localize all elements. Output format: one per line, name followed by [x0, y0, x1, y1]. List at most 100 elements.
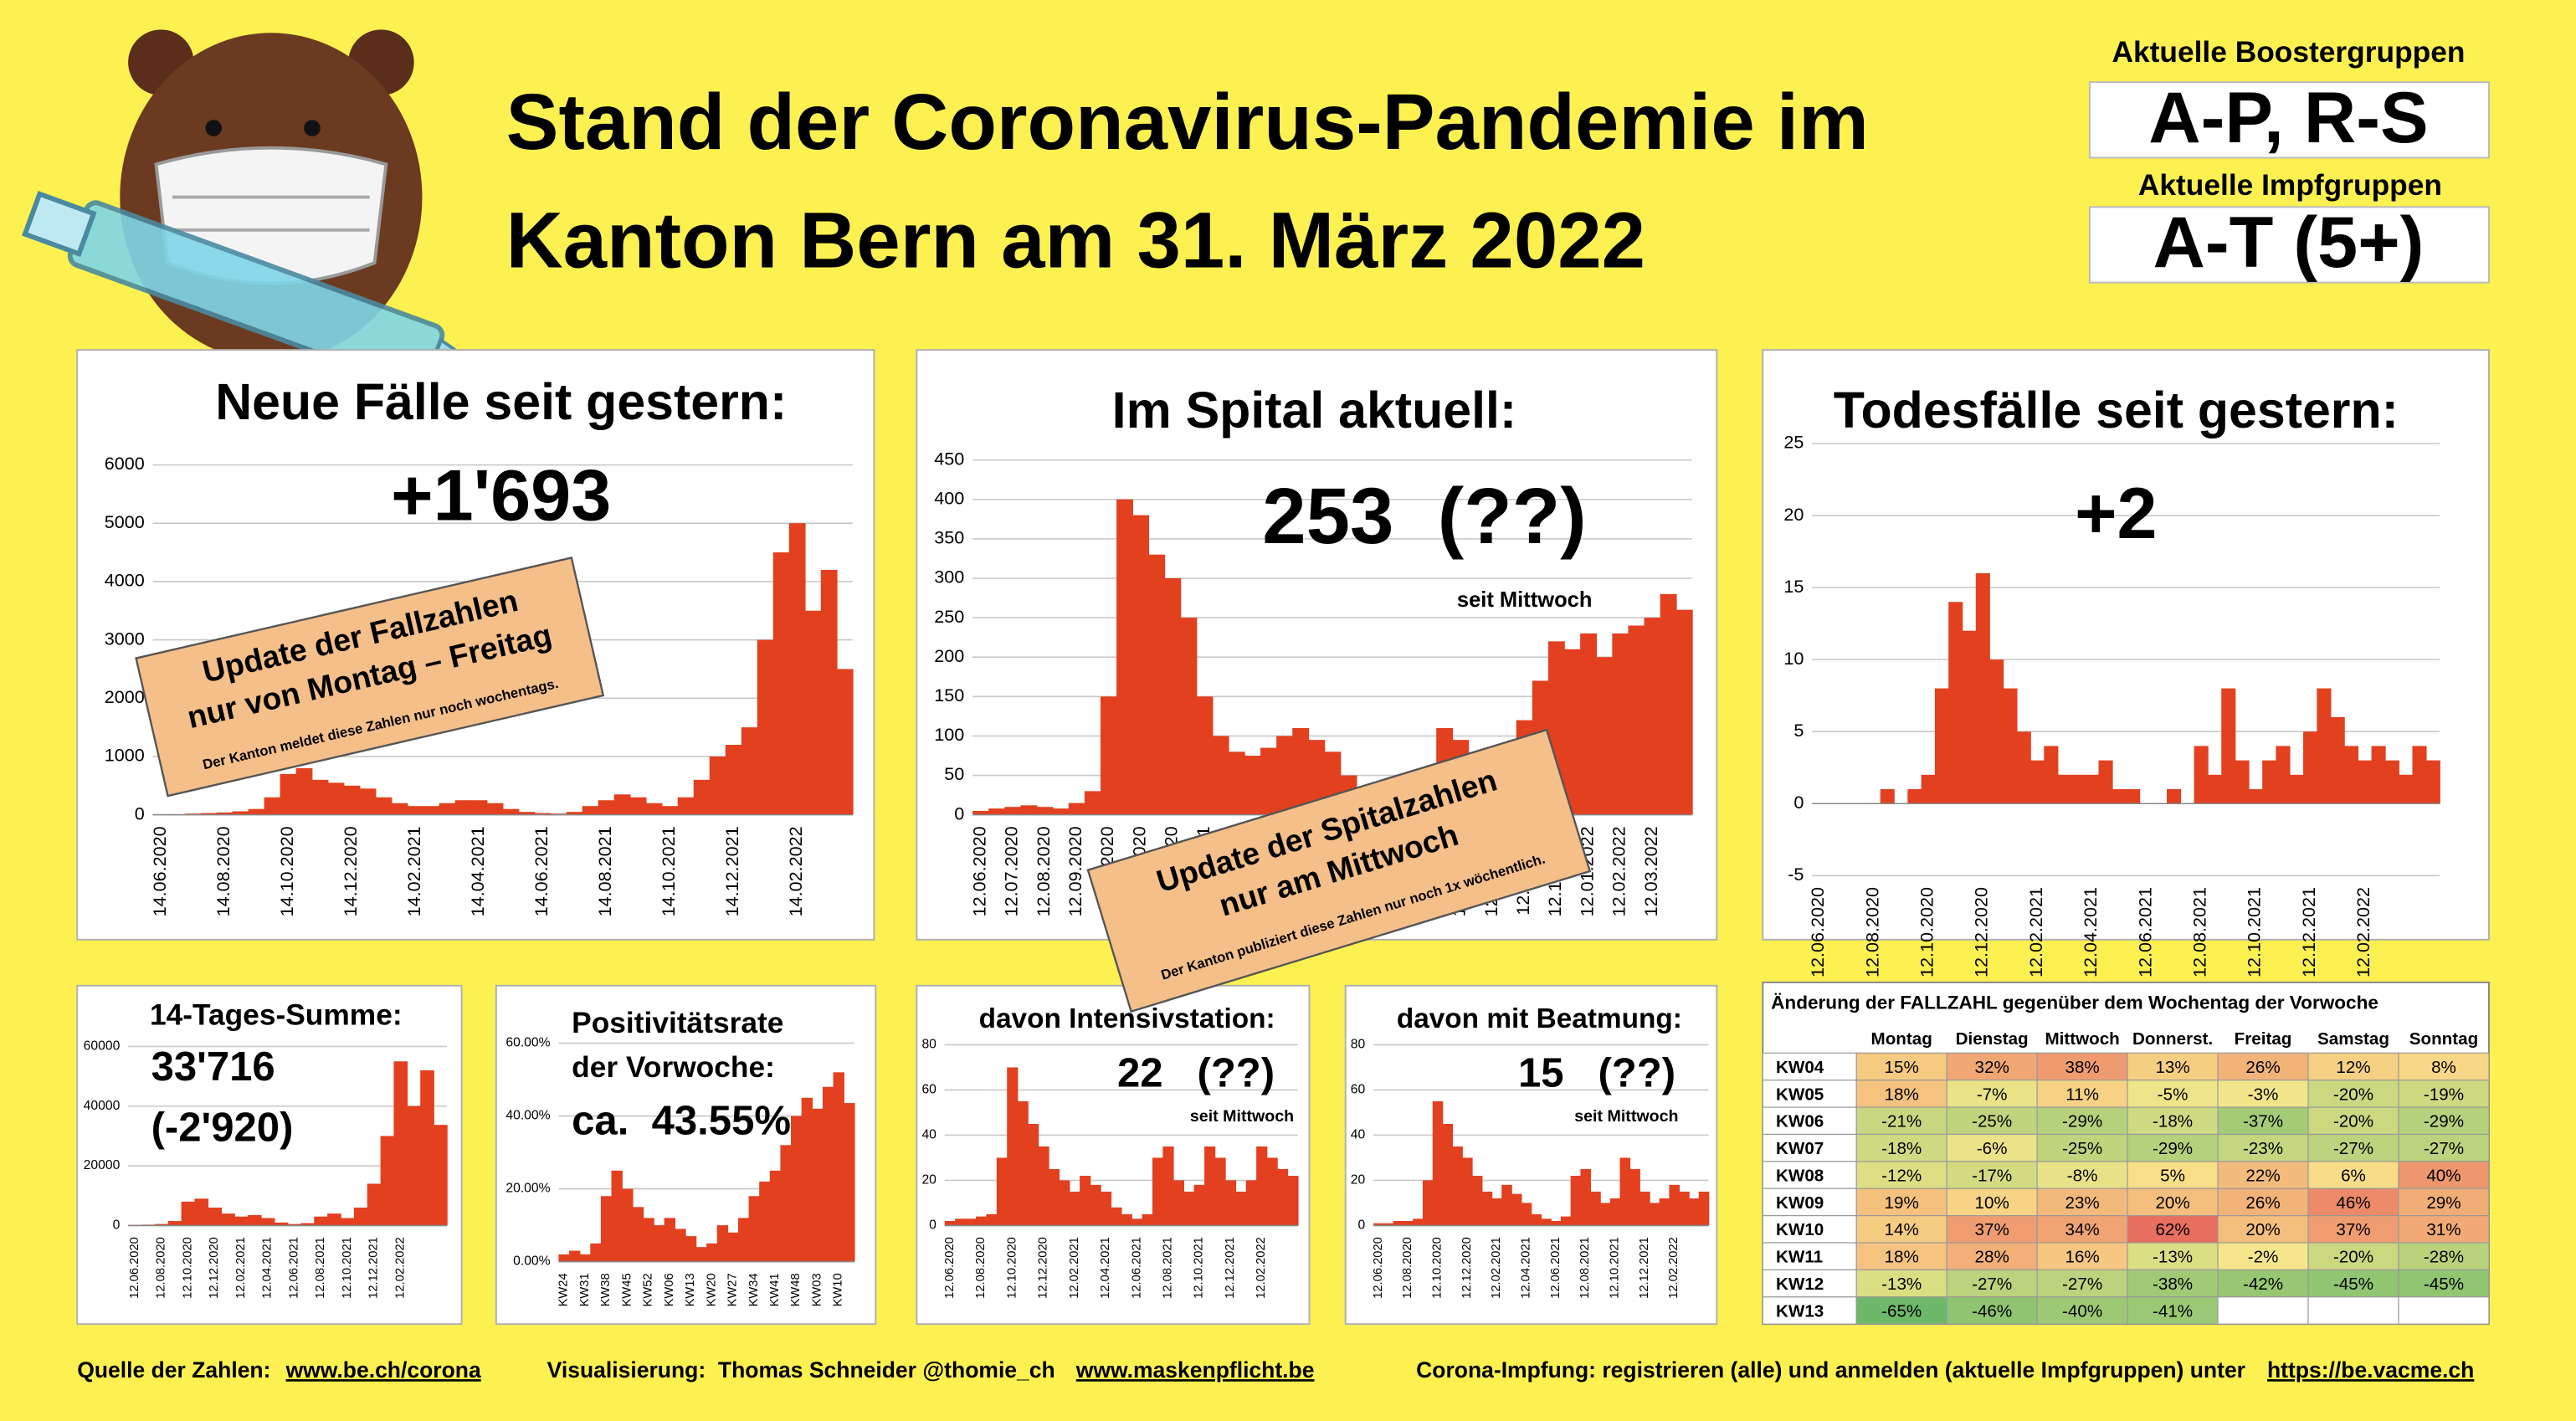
table-cell	[2398, 1242, 2490, 1270]
x-tick-label: 12.12.2020	[208, 1237, 221, 1299]
row-label: KW04	[1776, 1058, 1824, 1077]
cell-value: 34%	[2065, 1220, 2099, 1239]
bar	[1612, 633, 1629, 815]
cell-value: 37%	[2336, 1220, 2370, 1239]
cell-value: -7%	[1977, 1085, 2008, 1104]
table-cell	[2217, 1161, 2309, 1189]
bar	[737, 1218, 750, 1262]
bar	[944, 1221, 956, 1226]
x-tick-label: 12.04.2021	[1099, 1237, 1112, 1299]
cell-value: 26%	[2245, 1193, 2280, 1213]
bar	[1100, 1191, 1112, 1226]
y-tick-label: 40.00%	[505, 1109, 550, 1123]
bar	[2167, 789, 2182, 804]
x-tick-label: KW24	[557, 1273, 571, 1306]
table-cell	[2217, 1215, 2309, 1244]
table-cell	[2127, 1106, 2219, 1136]
bar	[2262, 760, 2277, 804]
cell-value: -13%	[1881, 1275, 1922, 1294]
cell-value: -19%	[2424, 1085, 2464, 1104]
y-tick-label: 6000	[105, 453, 145, 474]
column-header: Mittwoch	[2045, 1029, 2119, 1049]
x-tick-label: KW45	[620, 1273, 634, 1306]
bar	[1452, 1146, 1463, 1226]
bar	[1688, 1198, 1700, 1226]
table-cell	[1946, 1215, 2038, 1244]
bar	[1907, 789, 1922, 804]
row-label-cell	[1762, 1242, 1857, 1270]
bar	[1084, 791, 1101, 815]
bar	[1036, 807, 1054, 815]
y-tick-label: 25	[1783, 432, 1804, 453]
bar	[1628, 625, 1645, 815]
x-tick-label: 12.08.2020	[1033, 826, 1054, 916]
table-cell	[2307, 1106, 2399, 1136]
cell-value: 16%	[2065, 1248, 2099, 1267]
chart-title: davon Intensivstation:	[979, 1003, 1275, 1034]
annotation: (-2'920)	[151, 1106, 294, 1151]
bar	[380, 1136, 395, 1226]
chart: -5 0 5 10 15 20 25 12.06.2020 12.08.2020 12.10.20…	[1762, 349, 2490, 977]
bar	[965, 1218, 977, 1226]
x-tick-label: 12.12.2021	[1638, 1237, 1651, 1299]
y-tick-label: 4000	[105, 570, 145, 591]
bar	[1948, 602, 1963, 804]
x-tick-label: KW52	[642, 1273, 655, 1306]
x-tick-label: 12.08.2021	[1162, 1237, 1175, 1299]
bar	[986, 1213, 998, 1226]
footer-link[interactable]: www.be.ch/corona	[285, 1357, 481, 1383]
cell-value: -27%	[2062, 1275, 2102, 1294]
change-table: Änderung der FALLZAHL gegenüber dem Woch…	[1762, 981, 2490, 1326]
bar	[582, 806, 599, 815]
cell-value: 14%	[1885, 1220, 1919, 1239]
bar	[1679, 1191, 1690, 1226]
bar	[1373, 1223, 1384, 1226]
bar	[804, 610, 822, 815]
bar	[2030, 760, 2045, 804]
y-tick-label: 60	[1351, 1083, 1366, 1097]
bar	[836, 669, 854, 815]
bar	[1580, 633, 1598, 815]
cell-value: -45%	[2333, 1275, 2373, 1294]
annotation: seit Mittwoch	[1574, 1107, 1678, 1126]
row-label: KW12	[1776, 1275, 1824, 1294]
bar	[759, 1181, 771, 1262]
y-tick-label: 80	[1351, 1038, 1366, 1052]
cell-value: -18%	[2153, 1112, 2193, 1131]
cell-value: 32%	[1975, 1058, 2009, 1077]
bar	[1028, 1123, 1039, 1226]
cell-value: -21%	[1881, 1112, 1922, 1131]
footer-text: Quelle der Zahlen:	[77, 1357, 270, 1383]
bar	[1629, 1168, 1640, 1226]
x-tick-label: 12.06.2020	[1372, 1237, 1385, 1299]
footer-link[interactable]: https://be.vacme.ch	[2267, 1357, 2474, 1383]
bar	[1531, 1213, 1542, 1226]
footer-text: Corona-Impfung: registrieren (alle) und …	[1416, 1357, 2245, 1383]
bar	[1644, 618, 1661, 815]
bar	[423, 806, 440, 815]
x-tick-label: 12.12.2020	[1971, 887, 1992, 977]
bar	[327, 1213, 341, 1226]
bar	[664, 1218, 676, 1262]
bar	[341, 1218, 355, 1226]
callout-box	[1086, 728, 1592, 1013]
bar	[2303, 731, 2318, 804]
table-cell	[2307, 1080, 2399, 1108]
x-tick-label: 14.06.2020	[149, 826, 170, 916]
cell-value: -2%	[2248, 1248, 2279, 1267]
x-tick-label: KW13	[684, 1273, 697, 1306]
bar	[1214, 1157, 1226, 1226]
table-cell	[2307, 1296, 2399, 1325]
bar	[988, 808, 1006, 815]
bar	[757, 639, 774, 815]
y-tick-label: 100	[934, 724, 964, 745]
annotation: seit Mittwoch	[1190, 1107, 1294, 1126]
bar	[1007, 1067, 1019, 1226]
x-tick-label: 12.10.2021	[2244, 887, 2265, 977]
x-tick-label: 12.12.2020	[1460, 1237, 1474, 1299]
cell-value: -6%	[1977, 1139, 2008, 1158]
footer-link[interactable]: www.maskenpflicht.be	[1075, 1357, 1315, 1383]
bar	[2194, 746, 2209, 804]
bar	[1649, 1203, 1660, 1226]
x-tick-label: KW06	[663, 1273, 676, 1306]
